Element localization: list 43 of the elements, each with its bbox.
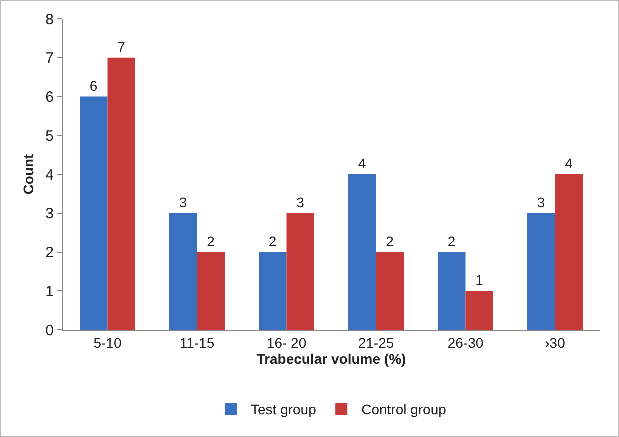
y-tick-label: 0 — [46, 322, 54, 340]
y-tick-label: 4 — [46, 166, 54, 184]
bar — [466, 291, 494, 330]
data-label: 1 — [476, 272, 484, 288]
bar — [376, 252, 404, 330]
bar — [108, 58, 136, 330]
data-label: 2 — [268, 233, 277, 250]
data-label: 4 — [565, 156, 574, 172]
data-label: 6 — [90, 78, 98, 94]
legend-label: Control group — [362, 401, 447, 418]
y-tick-label: 6 — [46, 89, 54, 106]
bar — [528, 213, 556, 330]
x-axis-title: Trabecular volume (%) — [256, 351, 406, 368]
x-tick-label: 5-10 — [94, 334, 122, 351]
bar — [555, 174, 583, 330]
bar — [259, 252, 287, 330]
y-tick-label: 7 — [46, 50, 54, 68]
bar — [286, 213, 314, 330]
y-tick-label: 2 — [46, 244, 54, 262]
y-tick-label: 1 — [46, 283, 54, 300]
x-tick-label: ›30 — [545, 334, 566, 351]
data-label: 2 — [448, 233, 456, 250]
y-tick-label: 3 — [46, 206, 54, 223]
bar — [348, 174, 376, 330]
data-label: 3 — [296, 194, 305, 210]
bar — [438, 252, 466, 330]
legend-label: Test group — [251, 401, 317, 418]
bar — [170, 213, 198, 330]
bar — [80, 96, 108, 330]
x-tick-label: 26-30 — [448, 334, 484, 351]
y-axis-title: Count — [20, 154, 36, 195]
bar — [197, 252, 225, 330]
x-tick-label: 11-15 — [180, 334, 215, 351]
y-tick-label: 8 — [46, 11, 54, 28]
data-label: 2 — [386, 233, 394, 250]
data-label: 4 — [358, 156, 366, 172]
data-label: 3 — [537, 194, 546, 210]
data-label: 3 — [179, 194, 188, 210]
data-label: 2 — [207, 233, 216, 250]
x-tick-label: 21-25 — [358, 334, 394, 351]
x-tick-label: 16- 20 — [266, 334, 307, 351]
data-label: 7 — [118, 38, 126, 55]
y-tick-label: 5 — [46, 128, 54, 145]
